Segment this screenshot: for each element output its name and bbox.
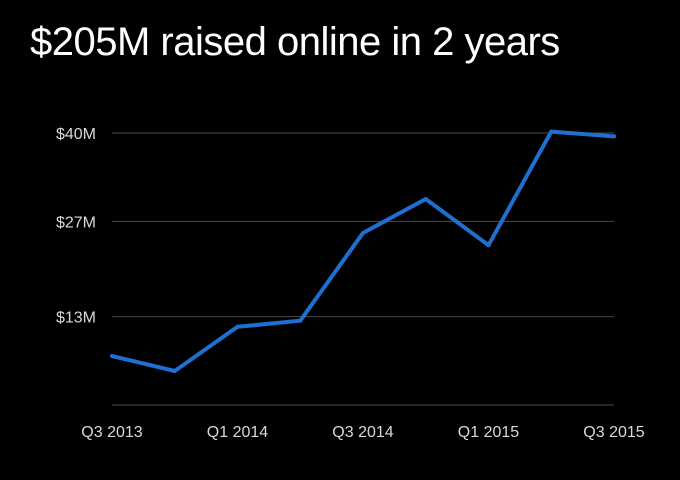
x-axis-ticks: Q3 2013 Q1 2014 Q3 2014 Q1 2015 Q3 2015: [81, 424, 644, 441]
y-tick-label: $40M: [56, 126, 96, 143]
x-tick-label: Q1 2015: [458, 424, 519, 441]
data-point: [110, 354, 114, 359]
data-point: [486, 243, 491, 248]
x-tick-label: Q3 2015: [583, 424, 644, 441]
data-point: [612, 134, 616, 139]
data-point: [235, 324, 240, 329]
data-point: [423, 196, 428, 201]
gridlines: [112, 132, 614, 318]
chart-title: $205M raised online in 2 years: [30, 20, 560, 64]
data-point: [361, 230, 365, 235]
series-lines: [110, 129, 616, 373]
series-line: [110, 129, 616, 373]
data-point: [172, 369, 177, 373]
y-axis-ticks: $13M $27M $40M: [56, 126, 96, 327]
y-tick-label: $27M: [56, 214, 96, 231]
data-point: [298, 318, 303, 323]
x-tick-label: Q3 2013: [81, 424, 142, 441]
x-tick-label: Q1 2014: [207, 424, 268, 441]
y-tick-label: $13M: [56, 310, 96, 327]
x-tick-label: Q3 2014: [332, 424, 393, 441]
data-point: [549, 129, 554, 134]
